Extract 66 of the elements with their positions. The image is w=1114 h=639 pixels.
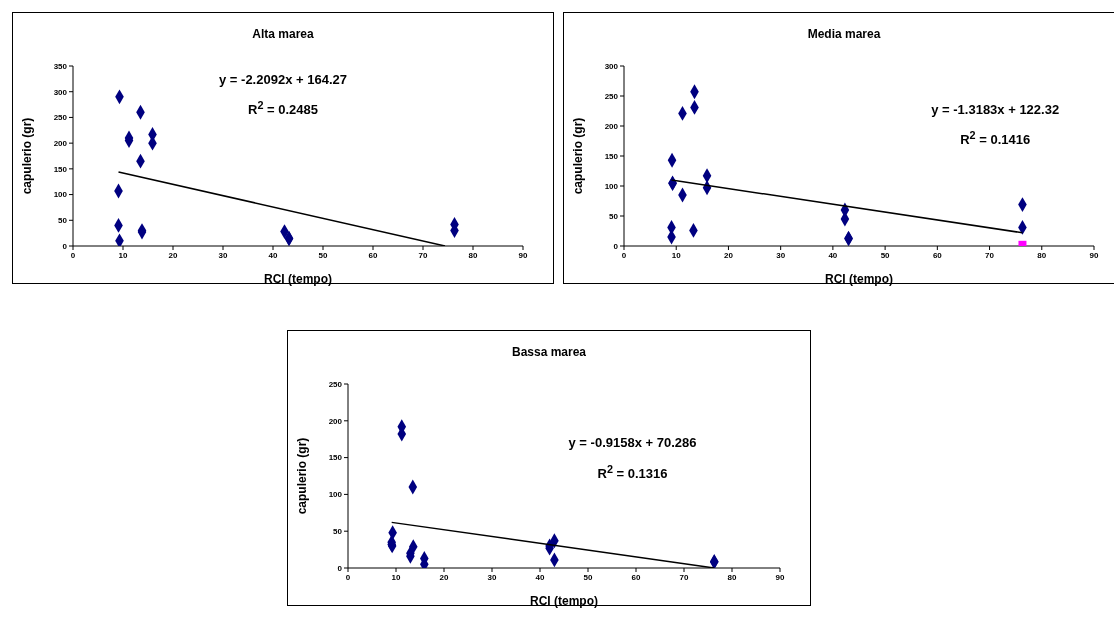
y-tick-label: 0 [613,241,619,251]
y-axis-title: capulerio (gr) [571,117,586,195]
x-tick-label: 50 [583,572,593,582]
x-tick-label: 80 [1037,250,1047,260]
y-tick-label: 200 [53,138,68,148]
x-tick-label: 20 [168,250,178,260]
x-tick-label: 30 [218,250,228,260]
y-axis-title: capulerio (gr) [295,437,310,515]
x-axis-title: RCI (tempo) [824,272,894,286]
x-tick-label: 10 [671,250,682,260]
chart-title: Bassa marea [510,345,588,359]
annotation: y = -2.2092x + 164.27 [218,72,348,88]
x-tick-label: 0 [345,572,351,582]
annotation: y = -1.3183x + 122.32 [930,102,1061,118]
y-tick-label: 150 [604,151,619,161]
x-tick-label: 50 [318,250,328,260]
chart-title: Alta marea [251,27,315,41]
x-tick-label: 70 [679,572,689,582]
x-tick-label: 30 [776,250,786,260]
x-tick-label: 40 [828,250,838,260]
x-axis-title: RCI (tempo) [529,594,599,608]
y-tick-label: 150 [53,164,68,174]
annotation: R$^{2}$ = 0.1316 [596,462,669,481]
x-tick-label: 70 [418,250,428,260]
y-tick-label: 300 [53,87,68,97]
x-tick-label: 60 [631,572,641,582]
x-tick-label: 40 [535,572,545,582]
x-tick-label: 90 [775,572,785,582]
y-tick-label: 0 [337,563,343,573]
x-tick-label: 20 [723,250,734,260]
y-tick-label: 200 [604,121,619,131]
y-axis-title: capulerio (gr) [20,117,35,195]
x-tick-label: 80 [727,572,737,582]
x-tick-label: 30 [487,572,497,582]
annotation: y = -0.9158x + 70.286 [567,435,698,451]
x-tick-label: 0 [70,250,76,260]
chart-title: Media marea [806,27,882,41]
y-tick-label: 100 [604,181,619,191]
x-tick-label: 70 [985,250,995,260]
x-tick-label: 20 [439,572,449,582]
x-axis-title: RCI (tempo) [263,272,333,286]
x-tick-label: 90 [1089,250,1099,260]
x-tick-label: 90 [518,250,528,260]
y-tick-label: 250 [328,379,343,389]
y-tick-label: 0 [62,241,68,251]
x-tick-label: 60 [368,250,378,260]
x-tick-label: 50 [880,250,891,260]
x-tick-label: 10 [118,250,128,260]
x-tick-label: 10 [391,572,401,582]
annotation: R$^{2}$ = 0.1416 [959,129,1032,148]
y-tick-label: 50 [333,527,343,537]
y-tick-label: 50 [609,211,619,221]
x-tick-label: 40 [268,250,278,260]
x-tick-label: 60 [932,250,943,260]
x-tick-label: 80 [468,250,478,260]
y-tick-label: 150 [328,453,343,463]
x-tick-label: 0 [621,250,627,260]
y-tick-label: 200 [328,416,343,426]
y-tick-label: 250 [53,113,68,123]
annotation: R$^{2}$ = 0.2485 [247,99,319,118]
y-tick-label: 50 [58,216,68,226]
y-tick-label: 250 [604,91,619,101]
y-tick-label: 350 [53,61,68,71]
y-tick-label: 100 [53,190,68,200]
y-tick-label: 100 [328,490,343,500]
y-tick-label: 300 [604,61,619,71]
